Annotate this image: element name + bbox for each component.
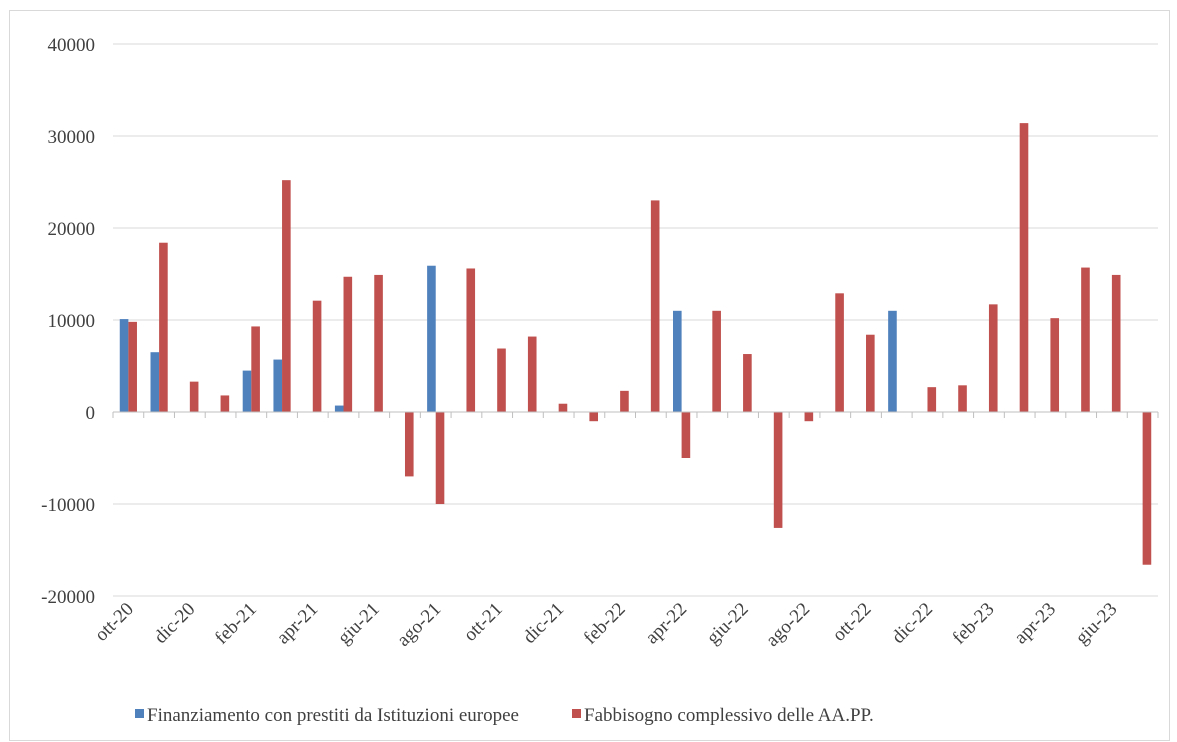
y-tick-label: -20000 <box>41 587 95 608</box>
bar <box>497 348 506 412</box>
bar <box>650 200 660 412</box>
chart-border <box>9 10 1170 741</box>
bar <box>888 310 897 412</box>
bar <box>958 385 967 412</box>
bar <box>1111 274 1121 412</box>
bar <box>343 276 353 412</box>
bar <box>466 268 476 412</box>
bar <box>527 336 537 412</box>
bar <box>404 412 414 477</box>
y-tick-label: -10000 <box>41 495 95 516</box>
bar <box>273 359 283 412</box>
y-tick-label: 20000 <box>48 219 96 240</box>
bar <box>220 395 230 412</box>
bar <box>1142 412 1152 565</box>
bar <box>435 412 445 504</box>
y-tick-label: 30000 <box>48 127 96 148</box>
bar <box>128 321 137 412</box>
legend-swatch <box>572 709 581 718</box>
bar <box>773 412 783 528</box>
bar <box>1050 318 1060 412</box>
bar <box>189 381 199 412</box>
bar <box>334 405 344 412</box>
bar <box>1081 267 1090 412</box>
bar <box>743 354 752 412</box>
bar <box>427 265 436 412</box>
legend-label: Fabbisogno complessivo delle AA.PP. <box>584 705 874 726</box>
bar <box>835 293 844 412</box>
bar <box>251 326 260 412</box>
bar <box>988 304 998 412</box>
bar <box>866 334 875 412</box>
y-tick-label: 40000 <box>48 35 96 56</box>
bar <box>1019 123 1029 413</box>
bar <box>119 319 129 412</box>
bar <box>374 274 383 412</box>
bar <box>672 310 682 412</box>
bar <box>159 242 168 412</box>
legend-swatch <box>135 709 144 718</box>
bar <box>282 180 291 412</box>
bar <box>681 412 691 458</box>
legend-label: Finanziamento con prestiti da Istituzion… <box>147 705 519 726</box>
bar <box>558 403 568 412</box>
bar <box>804 412 814 422</box>
y-tick-label: 10000 <box>48 311 96 332</box>
bar <box>927 387 937 412</box>
bar <box>150 352 160 412</box>
bar <box>620 390 629 412</box>
bar <box>242 370 252 412</box>
bar <box>589 412 599 422</box>
bar <box>712 310 721 412</box>
bar <box>312 300 322 412</box>
y-tick-label: 0 <box>86 403 96 424</box>
